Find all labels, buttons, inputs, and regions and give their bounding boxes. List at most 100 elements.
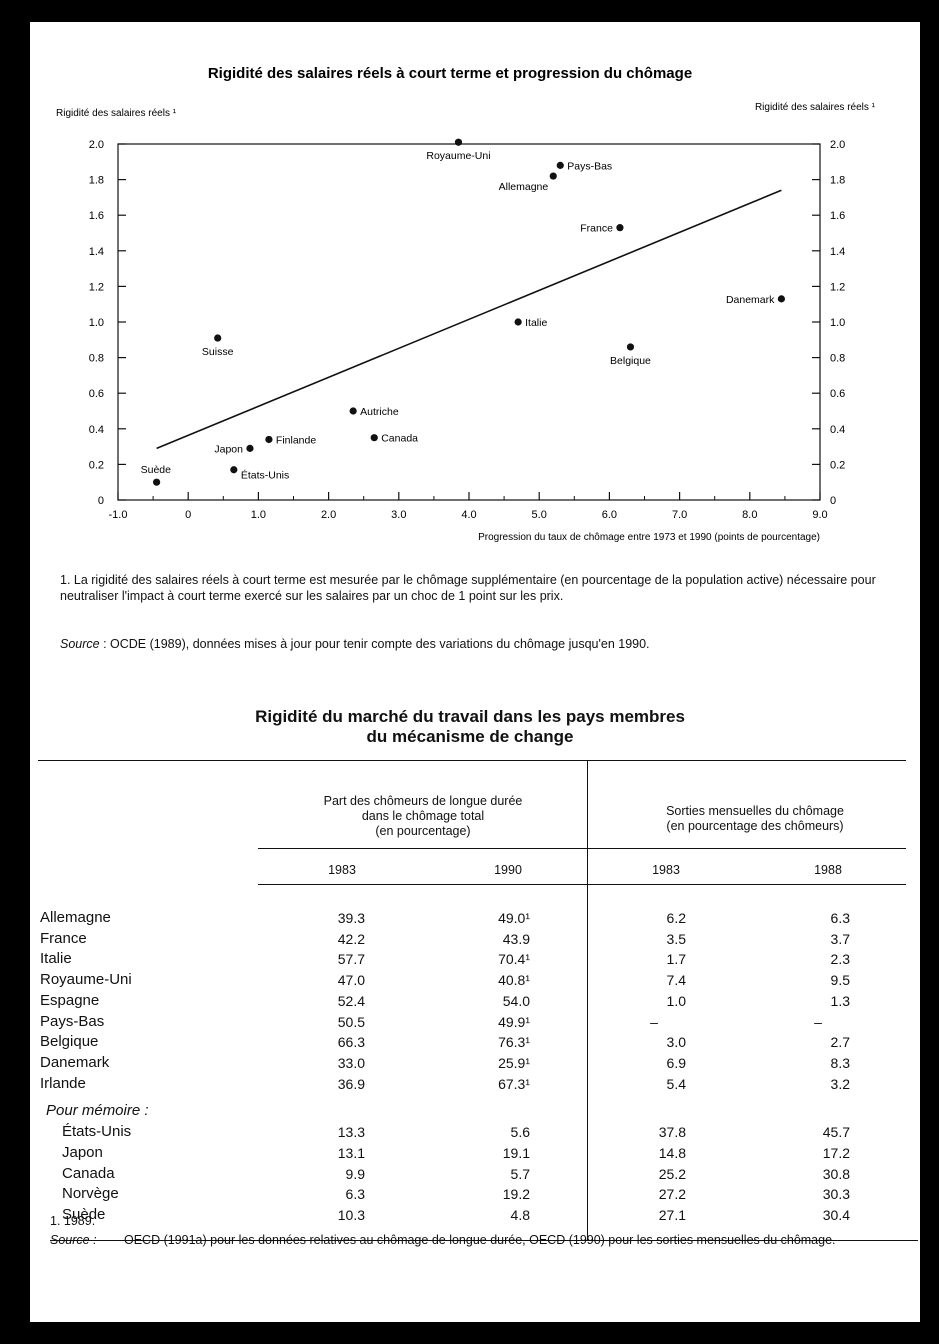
table-source-text: OECD (1991a) pour les données relatives … xyxy=(124,1233,836,1247)
table-subgroup-rule xyxy=(258,848,906,849)
table-cell: 13.1 xyxy=(337,1145,365,1161)
year-header: 1988 xyxy=(814,863,842,877)
table-title: Rigidité du marché du travail dans les p… xyxy=(0,707,939,747)
y-tick-label-left: 0 xyxy=(98,495,104,507)
table-cell: 54.0 xyxy=(502,992,530,1009)
y-axis-label-right: Rigidité des salaires réels ¹ xyxy=(755,102,876,113)
point-label: Danemark xyxy=(726,294,775,306)
point-label: Allemagne xyxy=(499,181,549,193)
table-cell: 19.1 xyxy=(502,1145,530,1161)
table-grid: Part des chômeurs de longue durée dans l… xyxy=(30,760,920,1260)
table-cell: 14.8 xyxy=(658,1145,686,1161)
point-label: France xyxy=(580,223,613,235)
data-point xyxy=(230,466,238,474)
table-cell: 13.3 xyxy=(337,1124,365,1141)
table-cell: 5.6 xyxy=(510,1124,530,1141)
table-cell: 27.2 xyxy=(658,1186,686,1203)
table-row-label: Norvège xyxy=(62,1185,119,1203)
x-tick-label: -1.0 xyxy=(109,509,128,521)
table-cell: 30.4 xyxy=(822,1207,850,1224)
chart-source: Source : OCDE (1989), données mises à jo… xyxy=(60,637,905,651)
table-cell: 49.0¹ xyxy=(498,910,530,926)
point-label: États-Unis xyxy=(241,469,289,482)
table-cell: 27.1 xyxy=(658,1207,686,1224)
table-cell: 1.3 xyxy=(830,992,850,1009)
table-source-label: Source : xyxy=(50,1233,97,1247)
y-tick-label-left: 2.0 xyxy=(89,139,104,151)
y-tick-label-right: 2.0 xyxy=(830,139,845,151)
table-cell: 7.4 xyxy=(666,972,686,989)
chart-footnote: 1. La rigidité des salaires réels à cour… xyxy=(60,572,905,604)
x-tick-label: 6.0 xyxy=(602,509,617,521)
table-header-rule xyxy=(258,884,906,885)
y-tick-label-left: 0.2 xyxy=(89,459,104,471)
table-cell: 4.8 xyxy=(510,1207,530,1224)
point-label: Suisse xyxy=(202,346,234,358)
table-cell: 57.7 xyxy=(337,951,365,968)
table-top-rule xyxy=(38,760,906,761)
chart-footnote-text: 1. La rigidité des salaires réels à cour… xyxy=(60,573,876,603)
chart-title: Rigidité des salaires réels à court term… xyxy=(208,65,692,82)
figure-panel: Rigidité des salaires réels à court term… xyxy=(30,22,920,1322)
table-cell: 3.5 xyxy=(666,930,686,947)
x-tick-label: 8.0 xyxy=(742,509,757,521)
year-header: 1990 xyxy=(494,863,522,877)
x-tick-label: 9.0 xyxy=(812,509,827,521)
y-tick-label-left: 1.4 xyxy=(89,246,104,258)
point-label: Canada xyxy=(381,433,418,445)
table-row-label: Espagne xyxy=(40,991,100,1009)
table-title-line1: Rigidité du marché du travail dans les p… xyxy=(255,707,685,726)
table-cell: 6.3 xyxy=(345,1186,365,1203)
table-cell: 6.9 xyxy=(666,1054,686,1071)
table-cell: 3.7 xyxy=(830,930,850,947)
data-point xyxy=(370,434,378,442)
group2-header: Sorties mensuelles du chômage (en pource… xyxy=(666,804,844,833)
y-tick-label-right: 0.8 xyxy=(830,353,845,365)
y-tick-label-right: 0 xyxy=(830,495,836,507)
year-header: 1983 xyxy=(328,863,356,877)
table-cell: 47.0 xyxy=(337,972,365,989)
table-cell: 43.9 xyxy=(502,930,530,947)
table-row-label: Belgique xyxy=(40,1033,99,1051)
table-row-label: Irlande xyxy=(40,1074,86,1092)
table-footnote: 1. 1989. xyxy=(50,1214,96,1228)
table-cell: 9.9 xyxy=(345,1165,365,1182)
table-title-line2: du mécanisme de change xyxy=(366,727,574,746)
data-point xyxy=(616,224,624,232)
data-point xyxy=(626,343,635,351)
y-tick-label-left: 1.0 xyxy=(89,317,104,329)
table-cell: 50.5 xyxy=(337,1013,365,1030)
data-point xyxy=(549,172,557,180)
y-tick-label-left: 0.6 xyxy=(89,388,104,400)
chart-source-label: Source xyxy=(60,637,100,651)
y-tick-label-left: 1.2 xyxy=(89,281,104,293)
point-label: Japon xyxy=(214,443,243,455)
table-cell: 37.8 xyxy=(658,1124,686,1141)
y-axis-label-left: Rigidité des salaires réels ¹ xyxy=(56,108,177,119)
x-tick-label: 3.0 xyxy=(391,509,406,521)
table-row-label: Canada xyxy=(62,1164,115,1182)
table-cell: 1.0 xyxy=(666,992,686,1009)
table-row-label: Pays-Bas xyxy=(40,1012,105,1030)
x-axis-label: Progression du taux de chômage entre 197… xyxy=(478,532,820,543)
data-point xyxy=(556,161,564,169)
table-source: Source : OECD (1991a) pour les données re… xyxy=(50,1232,918,1248)
table-cell: 76.3¹ xyxy=(498,1034,530,1051)
table-cell: 3.2 xyxy=(830,1075,850,1092)
memo-label: Pour mémoire : xyxy=(46,1102,149,1120)
point-label: Autriche xyxy=(360,406,399,418)
point-label: Pays-Bas xyxy=(567,160,612,172)
chart-points: Suède États-Unis Japon Finlande Suisse Autric… xyxy=(141,138,785,486)
table-row-label: États-Unis xyxy=(62,1123,132,1141)
table-cell: 40.8¹ xyxy=(498,972,530,989)
y-tick-label-right: 1.6 xyxy=(830,210,845,222)
table-cell: 52.4 xyxy=(337,992,365,1009)
y-tick-label-left: 0.8 xyxy=(89,353,104,365)
y-tick-label-right: 0.6 xyxy=(830,388,845,400)
table-cell: 3.0 xyxy=(666,1034,686,1051)
point-label: Italie xyxy=(525,317,547,329)
data-point xyxy=(246,444,254,452)
y-tick-label-right: 1.0 xyxy=(830,317,845,329)
y-tick-label-right: 1.2 xyxy=(830,281,845,293)
x-tick-label: 2.0 xyxy=(321,509,336,521)
